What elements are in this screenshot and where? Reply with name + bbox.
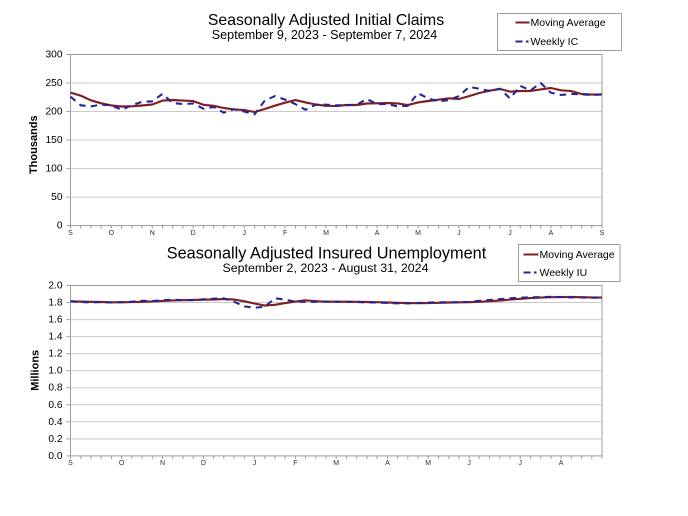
svg-text:0.6: 0.6 <box>48 400 62 411</box>
svg-text:J: J <box>467 460 471 467</box>
svg-text:J: J <box>518 460 522 467</box>
svg-text:F: F <box>293 460 297 467</box>
svg-text:S: S <box>68 460 73 467</box>
svg-text:September 9, 2023 - September: September 9, 2023 - September 7, 2024 <box>212 28 437 42</box>
svg-text:Millions: Millions <box>30 350 42 391</box>
svg-text:S: S <box>68 230 73 237</box>
svg-text:J: J <box>457 230 461 237</box>
svg-text:N: N <box>160 460 165 467</box>
svg-text:50: 50 <box>51 192 63 203</box>
svg-text:M: M <box>333 460 339 467</box>
svg-text:150: 150 <box>46 135 63 146</box>
svg-text:0.2: 0.2 <box>48 434 62 445</box>
svg-text:M: M <box>415 230 421 237</box>
svg-text:0.4: 0.4 <box>48 417 62 428</box>
svg-text:Seasonally Adjusted Insured Un: Seasonally Adjusted Insured Unemployment <box>167 245 487 263</box>
svg-text:O: O <box>109 230 115 237</box>
svg-text:D: D <box>191 230 196 237</box>
svg-text:F: F <box>283 230 287 237</box>
svg-text:Weekly IU: Weekly IU <box>540 267 588 279</box>
svg-text:0.0: 0.0 <box>48 451 62 462</box>
svg-text:N: N <box>150 230 155 237</box>
svg-text:Weekly IC: Weekly IC <box>531 36 579 48</box>
svg-text:1.6: 1.6 <box>48 315 62 326</box>
svg-text:1.8: 1.8 <box>48 298 62 309</box>
svg-text:Moving Average: Moving Average <box>540 249 615 261</box>
svg-text:1.4: 1.4 <box>48 332 62 343</box>
svg-text:D: D <box>201 460 206 467</box>
svg-text:200: 200 <box>46 107 63 118</box>
svg-text:300: 300 <box>46 50 63 61</box>
svg-text:M: M <box>425 460 431 467</box>
svg-text:J: J <box>243 230 247 237</box>
svg-text:Seasonally Adjusted Initial Cl: Seasonally Adjusted Initial Claims <box>208 12 444 29</box>
svg-text:A: A <box>375 230 380 237</box>
svg-text:A: A <box>549 230 554 237</box>
svg-text:0: 0 <box>57 221 63 232</box>
svg-text:J: J <box>508 230 512 237</box>
svg-text:2.0: 2.0 <box>48 281 62 292</box>
svg-text:M: M <box>323 230 329 237</box>
svg-text:A: A <box>559 460 564 467</box>
svg-text:250: 250 <box>46 78 63 89</box>
svg-text:100: 100 <box>46 164 63 175</box>
svg-text:A: A <box>385 460 390 467</box>
svg-text:Moving Average: Moving Average <box>531 17 606 29</box>
svg-text:J: J <box>253 460 257 467</box>
svg-text:1.2: 1.2 <box>48 349 62 360</box>
svg-text:Thousands: Thousands <box>28 115 40 174</box>
svg-text:O: O <box>119 460 125 467</box>
svg-text:0.8: 0.8 <box>48 383 62 394</box>
svg-text:S: S <box>600 230 605 237</box>
svg-text:September 2, 2023 - August 31,: September 2, 2023 - August 31, 2024 <box>223 261 429 275</box>
svg-text:1.0: 1.0 <box>48 366 62 377</box>
